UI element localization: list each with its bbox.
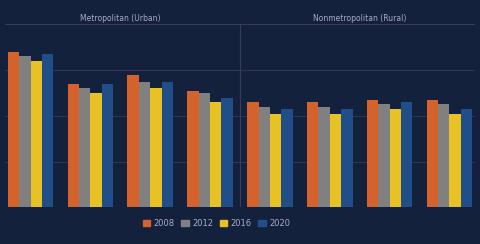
Bar [270, 114, 281, 207]
Bar [90, 93, 102, 207]
Bar [367, 100, 378, 207]
Bar [42, 54, 53, 207]
Bar [150, 88, 162, 207]
Bar [330, 114, 341, 207]
Bar [427, 100, 438, 207]
Legend: 2008, 2012, 2016, 2020: 2008, 2012, 2016, 2020 [143, 219, 290, 228]
Bar [281, 109, 293, 207]
Bar [162, 81, 173, 207]
Bar [8, 52, 19, 207]
Bar [449, 114, 461, 207]
Text: Metropolitan (Urban): Metropolitan (Urban) [80, 14, 160, 22]
Bar [79, 88, 90, 207]
Bar [247, 102, 259, 207]
Bar [259, 107, 270, 207]
Bar [139, 81, 150, 207]
Bar [68, 84, 79, 207]
Bar [401, 102, 412, 207]
Bar [318, 107, 330, 207]
Bar [102, 84, 113, 207]
Bar [187, 91, 199, 207]
Bar [19, 56, 31, 207]
Bar [307, 102, 318, 207]
Text: Nonmetropolitan (Rural): Nonmetropolitan (Rural) [313, 14, 407, 22]
Bar [378, 104, 390, 207]
Bar [199, 93, 210, 207]
Bar [31, 61, 42, 207]
Bar [390, 109, 401, 207]
Bar [128, 75, 139, 207]
Bar [210, 102, 221, 207]
Bar [221, 98, 233, 207]
Bar [341, 109, 352, 207]
Bar [461, 109, 472, 207]
Bar [438, 104, 449, 207]
